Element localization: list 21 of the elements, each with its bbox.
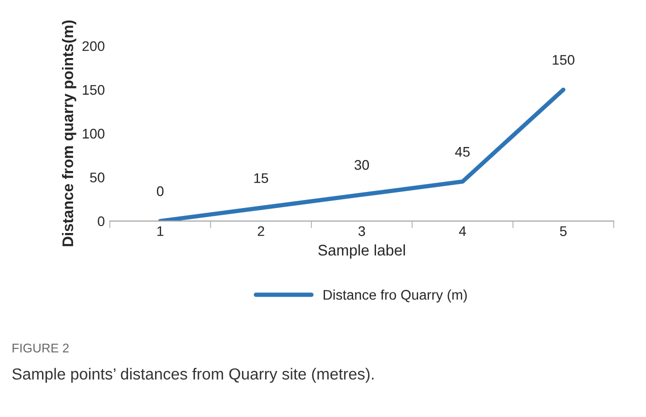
y-tick-label: 200 [82,41,104,52]
y-tick-label: 50 [90,172,104,182]
x-tick-label: 2 [258,226,264,236]
x-tick-label: 3 [358,226,366,236]
x-tick-label: 4 [458,226,466,236]
x-tick-label: 5 [560,226,567,236]
y-tick-label: 0 [98,216,104,226]
y-tick-label: 150 [82,84,104,95]
data-label: 0 [156,186,164,196]
y-axis-title: Distance from quarry points(m) [62,20,76,246]
legend-label: Distance fro Quarry (m) [324,290,467,302]
x-tick-label: 1 [157,226,164,236]
x-axis-title: Sample label [318,244,405,259]
data-label: 150 [552,54,574,65]
line-series [158,88,566,222]
text: Sample points’ distances from Quarry site (metres). [12,368,374,383]
y-tick-label: 100 [82,128,104,139]
data-label: 30 [354,160,369,170]
data-label: 15 [254,173,268,184]
caption: FIGURE 2 [12,344,69,352]
data-label: 45 [455,147,470,157]
